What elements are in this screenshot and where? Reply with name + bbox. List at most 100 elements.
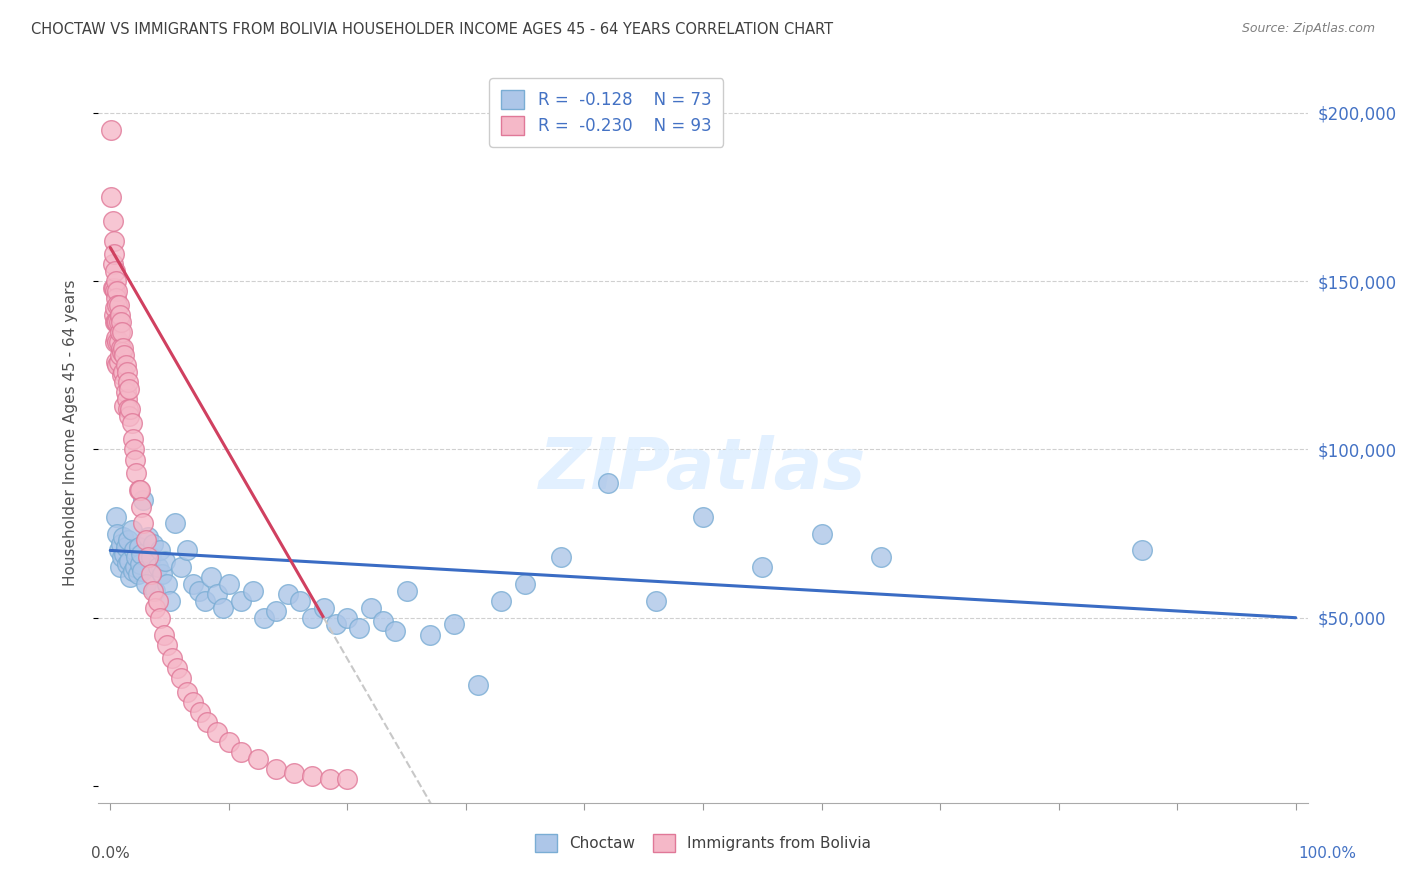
Point — [105, 314, 128, 328]
Point — [644, 594, 666, 608]
Point — [247, 752, 270, 766]
Point — [143, 583, 166, 598]
Point — [229, 745, 252, 759]
Point — [105, 359, 128, 373]
Point — [253, 610, 276, 624]
Point — [443, 617, 465, 632]
Point — [136, 530, 159, 544]
Point — [205, 587, 228, 601]
Point — [131, 564, 153, 578]
Point — [111, 368, 134, 383]
Point — [136, 550, 159, 565]
Point — [114, 348, 136, 362]
Point — [205, 725, 228, 739]
Point — [105, 334, 128, 349]
Point — [139, 566, 162, 581]
Point — [112, 342, 135, 356]
Point — [114, 375, 136, 389]
Point — [156, 577, 179, 591]
Point — [110, 342, 132, 356]
Point — [146, 594, 169, 608]
Point — [181, 695, 204, 709]
Point — [371, 614, 394, 628]
Point — [117, 533, 139, 548]
Point — [277, 587, 299, 601]
Point — [103, 247, 125, 261]
Point — [124, 452, 146, 467]
Point — [103, 234, 125, 248]
Point — [190, 705, 212, 719]
Point — [325, 617, 347, 632]
Point — [112, 365, 135, 379]
Point — [117, 375, 139, 389]
Point — [132, 516, 155, 531]
Text: CHOCTAW VS IMMIGRANTS FROM BOLIVIA HOUSEHOLDER INCOME AGES 45 - 64 YEARS CORRELA: CHOCTAW VS IMMIGRANTS FROM BOLIVIA HOUSE… — [31, 22, 834, 37]
Point — [110, 314, 132, 328]
Point — [122, 543, 145, 558]
Point — [347, 621, 370, 635]
Point — [218, 735, 240, 749]
Point — [283, 765, 305, 780]
Point — [181, 577, 204, 591]
Point — [101, 257, 124, 271]
Point — [129, 547, 152, 561]
Point — [1130, 543, 1153, 558]
Point — [112, 530, 135, 544]
Point — [103, 281, 125, 295]
Point — [120, 570, 142, 584]
Point — [105, 291, 128, 305]
Point — [120, 402, 142, 417]
Point — [384, 624, 406, 639]
Point — [515, 577, 537, 591]
Point — [301, 769, 323, 783]
Point — [101, 281, 124, 295]
Point — [165, 516, 187, 531]
Point — [288, 594, 311, 608]
Point — [159, 594, 181, 608]
Point — [105, 298, 128, 312]
Point — [419, 627, 441, 641]
Point — [360, 600, 382, 615]
Point — [114, 540, 136, 554]
Point — [312, 600, 335, 615]
Point — [166, 661, 188, 675]
Point — [160, 651, 183, 665]
Point — [108, 560, 131, 574]
Point — [751, 560, 773, 574]
Point — [142, 583, 165, 598]
Point — [100, 190, 122, 204]
Text: 100.0%: 100.0% — [1299, 846, 1357, 861]
Point — [692, 509, 714, 524]
Point — [111, 344, 134, 359]
Text: ZIPatlas: ZIPatlas — [540, 435, 866, 504]
Point — [336, 610, 359, 624]
Point — [108, 348, 131, 362]
Point — [467, 678, 489, 692]
Point — [114, 385, 136, 400]
Point — [149, 543, 172, 558]
Point — [104, 314, 127, 328]
Point — [105, 355, 128, 369]
Point — [111, 550, 134, 565]
Point — [107, 334, 129, 349]
Point — [121, 564, 143, 578]
Point — [146, 560, 169, 574]
Point — [105, 526, 128, 541]
Point — [110, 536, 132, 550]
Point — [115, 557, 138, 571]
Point — [117, 402, 139, 417]
Point — [176, 685, 198, 699]
Point — [229, 594, 252, 608]
Point — [194, 594, 217, 608]
Point — [264, 604, 287, 618]
Point — [188, 583, 211, 598]
Point — [170, 560, 193, 574]
Point — [170, 671, 193, 685]
Point — [105, 314, 128, 328]
Point — [125, 466, 148, 480]
Point — [111, 325, 134, 339]
Point — [153, 553, 176, 567]
Point — [128, 483, 150, 497]
Point — [125, 550, 148, 565]
Point — [108, 325, 131, 339]
